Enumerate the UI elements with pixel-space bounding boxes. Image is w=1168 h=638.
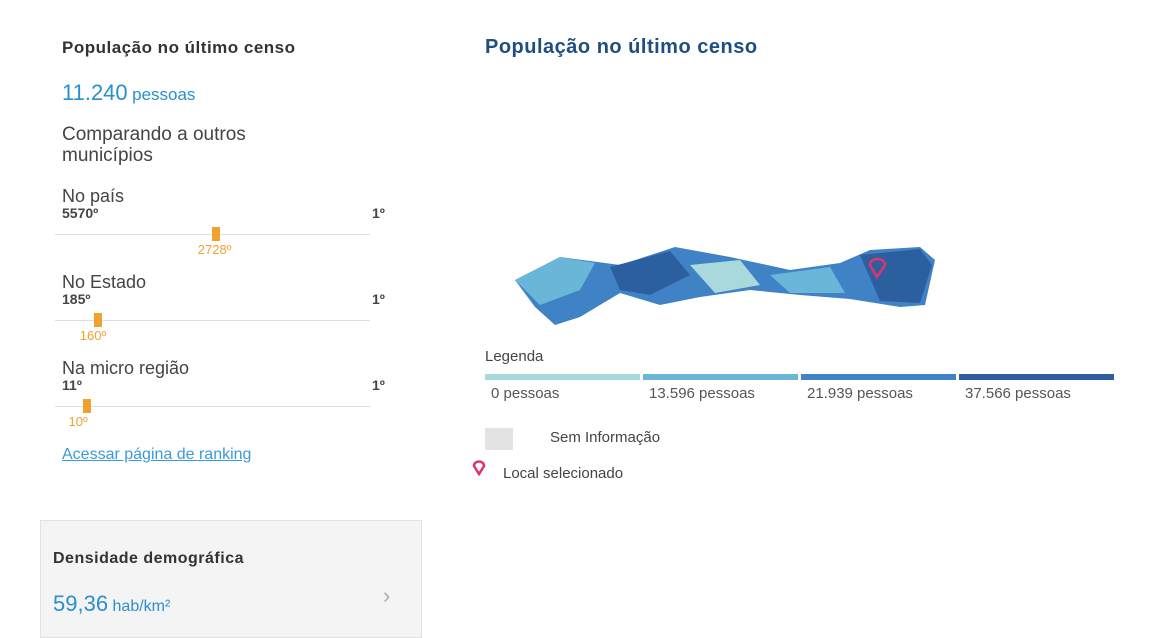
- summary-value-row: 11.240 pessoas: [62, 80, 195, 106]
- rank-position: 10º: [68, 414, 88, 429]
- rank-title: Na micro região: [62, 358, 190, 378]
- legend-label: 37.566 pessoas: [965, 385, 1071, 402]
- map-region: [860, 249, 932, 303]
- selected-pin: [472, 460, 486, 477]
- ranking-link[interactable]: Acessar página de ranking: [62, 446, 252, 463]
- map-title: População no último censo: [485, 36, 758, 58]
- rank-marker: [82, 399, 91, 413]
- no-info-label: Sem Informação: [550, 429, 661, 446]
- rank-position: 160º: [79, 328, 107, 343]
- rank-title: No Estado: [62, 272, 147, 292]
- rank-high: 1º: [372, 291, 385, 307]
- map-region: [690, 260, 760, 293]
- legend-swatch: [485, 374, 640, 380]
- summary-unit: pessoas: [132, 85, 196, 104]
- selected-label: Local selecionado: [503, 465, 624, 482]
- rank-position: 2728º: [197, 242, 232, 257]
- map-region: [515, 257, 595, 305]
- density-unit: hab/km²: [112, 598, 171, 615]
- no-info-swatch: [485, 428, 513, 450]
- legend-label: 13.596 pessoas: [649, 385, 755, 402]
- density-card[interactable]: Densidade demográfica 59,36 hab/km² ›: [40, 520, 422, 638]
- density-value-row: 59,36 hab/km²: [53, 591, 170, 617]
- rank-high: 1º: [372, 377, 385, 393]
- rank-title: No país: [62, 186, 125, 206]
- legend-swatch: [959, 374, 1114, 380]
- legend-label: 21.939 pessoas: [807, 385, 913, 402]
- summary-value: 11.240: [62, 80, 128, 105]
- density-title: Densidade demográfica: [53, 550, 244, 567]
- rank-marker: [93, 313, 102, 327]
- map-region: [610, 251, 690, 295]
- summary-title: População no último censo: [62, 38, 296, 57]
- chevron: ›: [383, 583, 391, 608]
- rank-high: 1º: [372, 205, 385, 221]
- map-pin: [868, 257, 887, 280]
- legend-swatch: [801, 374, 956, 380]
- comparison-title: Comparando a outros municípios: [62, 124, 246, 166]
- rank-track: [55, 320, 370, 321]
- rank-low: 185º: [62, 291, 91, 307]
- map: [515, 247, 935, 325]
- map-region: [770, 267, 845, 293]
- legend-title: Legenda: [485, 348, 544, 365]
- rank-track: [55, 406, 370, 407]
- density-value: 59,36: [53, 591, 109, 616]
- rank-low: 5570º: [62, 205, 99, 221]
- legend-label: 0 pessoas: [491, 385, 560, 402]
- rank-marker: [211, 227, 220, 241]
- legend-swatch: [643, 374, 798, 380]
- rank-low: 11º: [62, 377, 82, 393]
